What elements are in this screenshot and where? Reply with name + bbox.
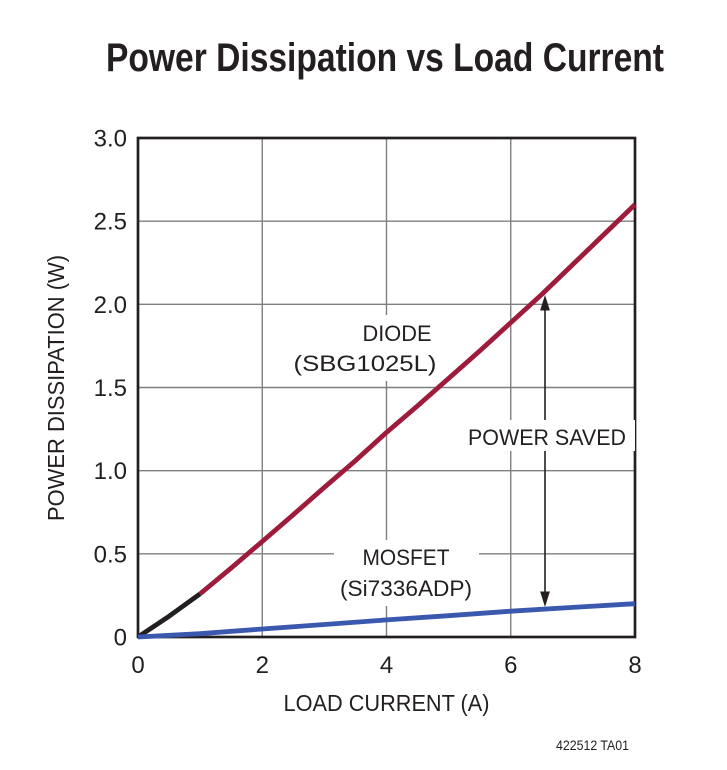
y-tick-label: 1.0 — [94, 458, 127, 485]
x-tick-labels: 0 2 4 6 8 — [131, 652, 641, 679]
y-tick-label: 0 — [114, 625, 127, 652]
y-tick-labels: 0 0.5 1.0 1.5 2.0 2.5 3.0 — [94, 126, 127, 652]
plot-frame — [136, 136, 637, 639]
arrow-head-up-icon — [540, 295, 550, 311]
power-saved-label-mask — [461, 420, 635, 451]
diode-label-mask — [290, 315, 442, 381]
mosfet-curve — [137, 601, 636, 640]
diode-label-line2: (SBG1025L) — [294, 351, 437, 376]
mosfet-label-line1: MOSFET — [363, 545, 450, 570]
diode-label-line1: DIODE — [363, 321, 432, 346]
x-tick-label: 0 — [131, 652, 144, 679]
chart-title: Power Dissipation vs Load Current — [106, 36, 664, 80]
power-saved-label: POWER SAVED — [468, 425, 626, 450]
figure-number: 422512 TA01 — [556, 738, 629, 753]
y-tick-label: 2.0 — [94, 292, 127, 319]
y-tick-label: 3.0 — [94, 126, 127, 153]
y-axis-title: POWER DISSIPATION (W) — [43, 255, 69, 521]
x-tick-label: 8 — [628, 652, 641, 679]
arrow-head-down-icon — [540, 591, 550, 607]
y-tick-label: 1.5 — [94, 375, 127, 402]
x-axis-title: LOAD CURRENT (A) — [284, 690, 490, 716]
x-tick-label: 6 — [504, 652, 517, 679]
mosfet-label-line2: (Si7336ADP) — [340, 576, 472, 601]
curves — [136, 202, 637, 640]
diode-curve — [198, 202, 637, 596]
diode-curve-start-segment — [136, 591, 202, 639]
x-tick-label: 4 — [380, 652, 393, 679]
y-tick-label: 0.5 — [94, 541, 127, 568]
gridlines — [138, 138, 635, 637]
y-tick-label: 2.5 — [94, 209, 127, 236]
x-tick-label: 2 — [256, 652, 269, 679]
mosfet-label-mask — [334, 540, 479, 606]
curve-labels: DIODE (SBG1025L) MOSFET (Si7336ADP) POWE… — [290, 315, 635, 606]
